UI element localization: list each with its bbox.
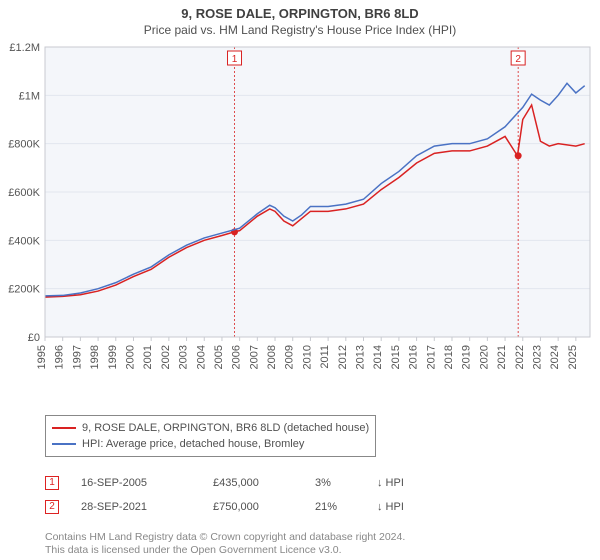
event-marker-icon: 2 <box>45 500 59 514</box>
svg-text:£600K: £600K <box>8 187 40 199</box>
event-row: 1 16-SEP-2005 £435,000 3% ↓ HPI <box>45 473 565 493</box>
svg-text:2006: 2006 <box>231 345 243 369</box>
svg-text:2012: 2012 <box>337 345 349 369</box>
event-rel: ↓ HPI <box>377 473 404 493</box>
event-price: £435,000 <box>213 473 293 493</box>
svg-text:2020: 2020 <box>478 345 490 369</box>
svg-text:2002: 2002 <box>160 345 172 369</box>
svg-text:£1M: £1M <box>19 90 40 102</box>
event-date: 28-SEP-2021 <box>81 497 191 517</box>
credits-line: This data is licensed under the Open Gov… <box>45 544 565 557</box>
svg-text:2010: 2010 <box>301 345 313 369</box>
svg-text:£200K: £200K <box>8 284 40 296</box>
legend-swatch <box>52 427 76 429</box>
event-pc: 3% <box>315 473 355 493</box>
svg-text:£800K: £800K <box>8 139 40 151</box>
chart-subtitle: Price paid vs. HM Land Registry's House … <box>0 23 600 37</box>
svg-text:1995: 1995 <box>36 345 48 369</box>
svg-text:2015: 2015 <box>390 345 402 369</box>
event-pc: 21% <box>315 497 355 517</box>
event-rel: ↓ HPI <box>377 497 404 517</box>
event-marker-icon: 1 <box>45 476 59 490</box>
svg-text:2008: 2008 <box>266 345 278 369</box>
event-row: 2 28-SEP-2021 £750,000 21% ↓ HPI <box>45 497 565 517</box>
credits: Contains HM Land Registry data © Crown c… <box>45 531 565 557</box>
svg-text:£0: £0 <box>28 332 40 344</box>
svg-text:2024: 2024 <box>549 345 561 369</box>
svg-text:2023: 2023 <box>531 345 543 369</box>
svg-text:£1.2M: £1.2M <box>9 42 40 54</box>
svg-text:2009: 2009 <box>284 345 296 369</box>
event-table: 1 16-SEP-2005 £435,000 3% ↓ HPI 2 28-SEP… <box>45 469 565 517</box>
svg-text:1: 1 <box>232 54 238 65</box>
svg-text:1998: 1998 <box>89 345 101 369</box>
svg-text:2004: 2004 <box>195 345 207 369</box>
price-chart: £0 £200K £400K £600K £800K £1M £1.2M 1995 1996 19… <box>0 37 600 397</box>
svg-text:2021: 2021 <box>496 345 508 369</box>
svg-text:2016: 2016 <box>408 345 420 369</box>
event-date: 16-SEP-2005 <box>81 473 191 493</box>
legend-item: HPI: Average price, detached house, Brom… <box>52 436 369 452</box>
svg-text:2011: 2011 <box>319 345 331 369</box>
legend: 9, ROSE DALE, ORPINGTON, BR6 8LD (detach… <box>45 415 376 457</box>
svg-text:2019: 2019 <box>461 345 473 369</box>
svg-text:2000: 2000 <box>124 345 136 369</box>
chart-title: 9, ROSE DALE, ORPINGTON, BR6 8LD <box>0 6 600 21</box>
credits-line: Contains HM Land Registry data © Crown c… <box>45 531 565 544</box>
svg-text:2014: 2014 <box>372 345 384 369</box>
svg-text:2005: 2005 <box>213 345 225 369</box>
svg-text:2022: 2022 <box>514 345 526 369</box>
svg-text:2017: 2017 <box>425 345 437 369</box>
legend-item: 9, ROSE DALE, ORPINGTON, BR6 8LD (detach… <box>52 420 369 436</box>
legend-swatch <box>52 443 76 445</box>
svg-text:2: 2 <box>515 54 521 65</box>
svg-text:2001: 2001 <box>142 345 154 369</box>
svg-text:£400K: £400K <box>8 235 40 247</box>
svg-text:2018: 2018 <box>443 345 455 369</box>
svg-text:2025: 2025 <box>567 345 579 369</box>
svg-text:2007: 2007 <box>248 345 260 369</box>
legend-label: HPI: Average price, detached house, Brom… <box>82 436 304 452</box>
legend-label: 9, ROSE DALE, ORPINGTON, BR6 8LD (detach… <box>82 420 369 436</box>
svg-text:1996: 1996 <box>54 345 66 369</box>
svg-text:1999: 1999 <box>107 345 119 369</box>
event-price: £750,000 <box>213 497 293 517</box>
svg-text:2003: 2003 <box>178 345 190 369</box>
svg-text:2013: 2013 <box>355 345 367 369</box>
svg-text:1997: 1997 <box>71 345 83 369</box>
